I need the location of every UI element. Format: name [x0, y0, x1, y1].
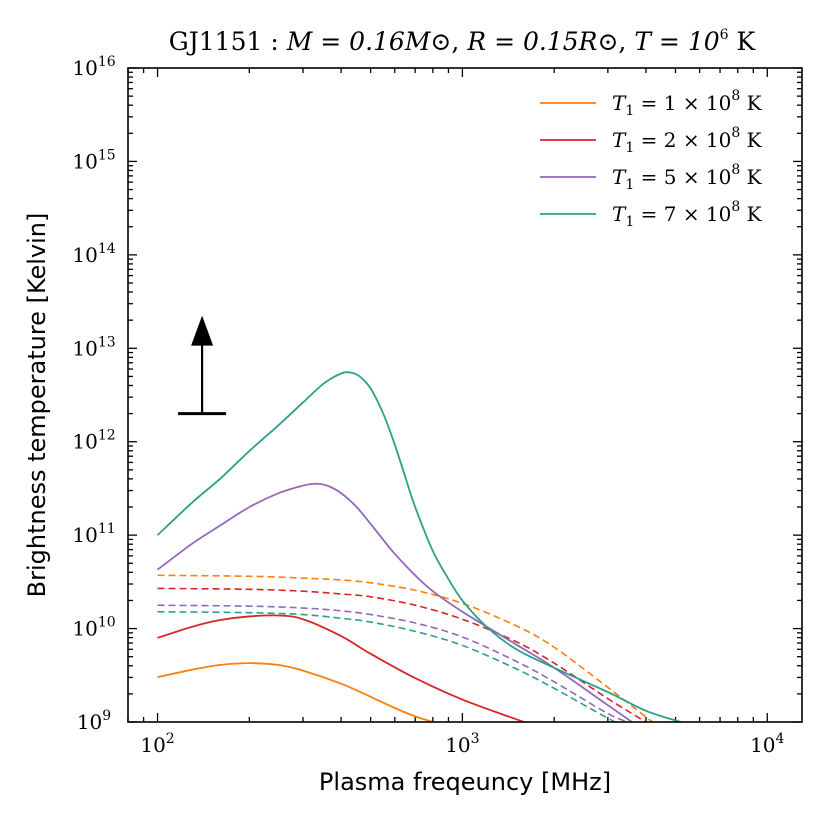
y-tick-exp: 12 [98, 428, 116, 444]
x-tick-base: 10 [445, 733, 470, 757]
x-tick-base: 10 [750, 733, 775, 757]
title-temperature: T = 10 [634, 27, 719, 56]
series-1-solid-line [157, 662, 434, 723]
plot-layer [156, 315, 681, 723]
x-tick-base: 10 [140, 733, 165, 757]
y-tick-base: 10 [72, 617, 97, 641]
series-4-dashed-line [157, 610, 617, 723]
y-tick-exp: 11 [98, 521, 116, 537]
x-axis-label: Plasma freqeuncy [MHz] [319, 768, 611, 796]
y-tick-base: 10 [72, 149, 97, 173]
x-tick-exp: 3 [471, 731, 480, 747]
title-radius: R = 0.15R⊙ [466, 27, 618, 56]
y-tick-exp: 13 [98, 334, 116, 350]
title-temperature-unit: K [737, 27, 757, 56]
x-tick-exp: 2 [166, 731, 175, 747]
y-tick-base: 10 [72, 336, 97, 360]
series-2-solid-line [157, 614, 525, 723]
legend: T1 = 1 × 108 K T1 = 2 × 108 K T1 = 5 × 108… [540, 88, 763, 230]
chart-title: GJ1151 : M = 0.16M⊙, R = 0.15R⊙, T = 106… [169, 27, 757, 56]
y-tick-label: 1013 [72, 334, 115, 360]
y-tick-exp: 9 [102, 708, 111, 724]
y-tick-label: 1011 [72, 521, 115, 547]
title-star: GJ1151 [169, 27, 263, 56]
y-tick-exp: 15 [98, 147, 116, 163]
x-tick-label: 104 [750, 731, 784, 757]
series-2-dashed-line [157, 587, 647, 723]
y-tick-base: 10 [72, 430, 97, 454]
y-tick-label: 1016 [72, 54, 115, 80]
y-tick-base: 10 [72, 56, 97, 80]
lower-limit-arrowhead [191, 315, 214, 346]
legend-label-3: T1 = 5 × 108 K [612, 162, 763, 193]
y-tick-label: 1012 [72, 428, 115, 454]
y-tick-exp: 16 [98, 54, 116, 70]
y-tick-label: 1014 [72, 241, 115, 267]
y-tick-base: 10 [72, 243, 97, 267]
plot-frame [127, 67, 803, 723]
y-tick-base: 10 [77, 710, 102, 734]
y-tick-label: 1015 [72, 147, 115, 173]
series-1-dashed-line [157, 574, 653, 723]
y-axis-label: Brightness temperature [Kelvin] [23, 213, 51, 598]
y-tick-exp: 14 [98, 241, 116, 257]
x-tick-label: 102 [140, 731, 174, 757]
title-mass: M = 0.16M⊙ [286, 27, 452, 56]
legend-label-1: T1 = 1 × 108 K [612, 88, 763, 119]
y-tick-label: 1010 [72, 615, 115, 641]
legend-label-4: T1 = 7 × 108 K [612, 199, 763, 230]
x-tick-exp: 4 [776, 731, 785, 747]
title-temperature-exp: 6 [720, 27, 729, 43]
series-3-dashed-line [157, 604, 629, 723]
y-tick-base: 10 [72, 523, 97, 547]
legend-label-2: T1 = 2 × 108 K [612, 125, 763, 156]
y-tick-label: 109 [77, 708, 111, 734]
series-3-solid-line [156, 482, 633, 723]
y-tick-exp: 10 [98, 615, 116, 631]
series-4-solid-line [156, 371, 681, 723]
x-tick-label: 103 [445, 731, 479, 757]
